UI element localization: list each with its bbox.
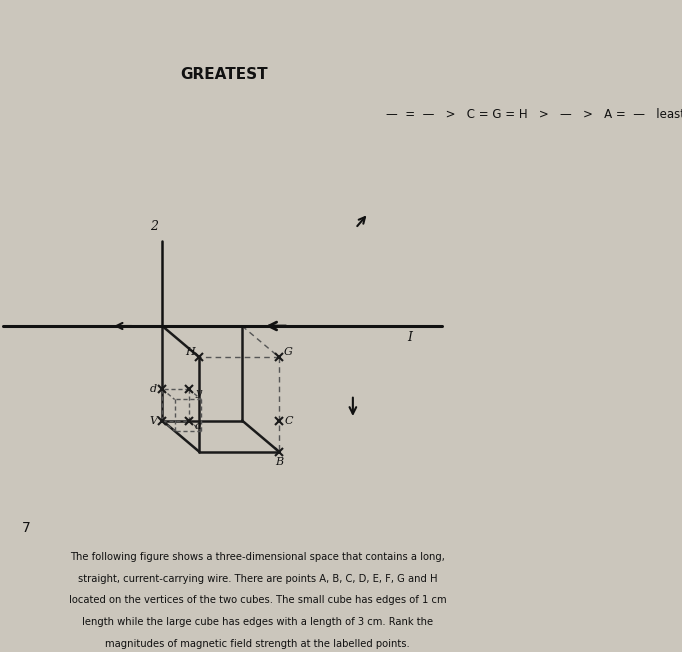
Text: a: a [195, 421, 201, 431]
Text: The following figure shows a three-dimensional space that contains a long,: The following figure shows a three-dimen… [70, 552, 445, 563]
Text: —  =  —   >   C = G = H   >   —   >   A =  —   least: — = — > C = G = H > — > A = — least [387, 108, 682, 121]
Text: located on the vertices of the two cubes. The small cube has edges of 1 cm: located on the vertices of the two cubes… [69, 595, 447, 606]
Text: d: d [149, 384, 157, 394]
Text: straight, current-carrying wire. There are points A, B, C, D, E, F, G and H: straight, current-carrying wire. There a… [78, 574, 437, 584]
Text: C: C [284, 415, 293, 426]
Text: 2: 2 [151, 220, 158, 233]
Text: I: I [407, 331, 413, 344]
Text: G: G [284, 347, 293, 357]
Text: H: H [186, 347, 195, 357]
Text: B: B [275, 457, 283, 467]
Text: length while the large cube has edges with a length of 3 cm. Rank the: length while the large cube has edges wi… [82, 617, 433, 627]
Text: magnitudes of magnetic field strength at the labelled points.: magnitudes of magnetic field strength at… [105, 638, 410, 649]
Text: 7: 7 [21, 521, 30, 535]
Text: GREATEST: GREATEST [180, 67, 268, 83]
Text: y: y [195, 388, 201, 398]
Text: V: V [149, 415, 157, 426]
